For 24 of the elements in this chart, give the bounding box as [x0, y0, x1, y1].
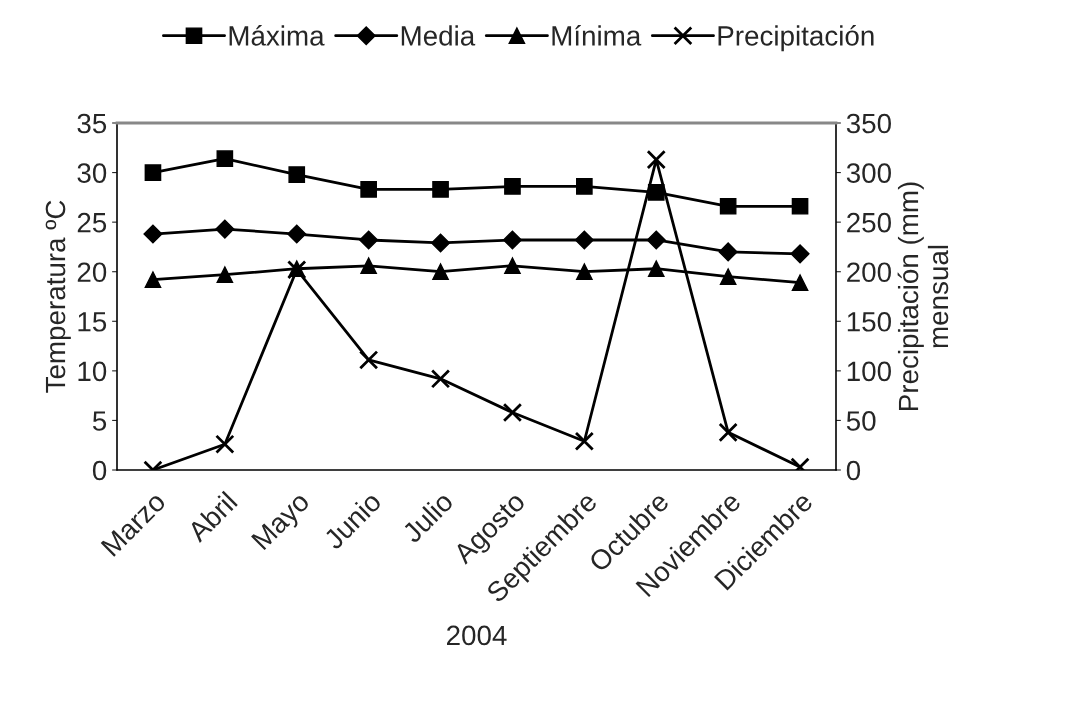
legend-label: Mínima [552, 25, 642, 46]
y-tick-label: 25 [77, 212, 107, 233]
y2-tick-label: 350 [846, 113, 891, 134]
x-axis-title: 2004 [447, 625, 507, 646]
y-axis-title: Temperatura ºC [45, 200, 71, 393]
x-tick-label: Julio [400, 490, 455, 544]
y-tick-label: 20 [77, 262, 107, 283]
legend-label: Precipitación [718, 25, 874, 52]
y-tick-label: 15 [78, 312, 107, 332]
legend-label: Media [401, 25, 476, 46]
y2-tick-label: 50 [846, 411, 876, 431]
y-tick-label: 10 [78, 361, 107, 382]
y2-tick-label: 300 [846, 163, 891, 183]
y-tick-label: 5 [92, 411, 107, 431]
y-tick-label: 35 [77, 113, 107, 134]
y2-tick-label: 150 [847, 311, 891, 332]
legend-label: Máxima [229, 25, 325, 46]
y2-tick-label: 250 [847, 212, 891, 233]
y2-tick-label: 0 [846, 460, 861, 481]
y2-tick-label: 100 [847, 361, 891, 382]
y2-axis-title: Precipitación (mm) mensual [897, 182, 949, 410]
y-tick-label: 0 [92, 460, 107, 481]
y2-tick-label: 200 [847, 262, 891, 283]
y-tick-label: 30 [77, 163, 107, 183]
